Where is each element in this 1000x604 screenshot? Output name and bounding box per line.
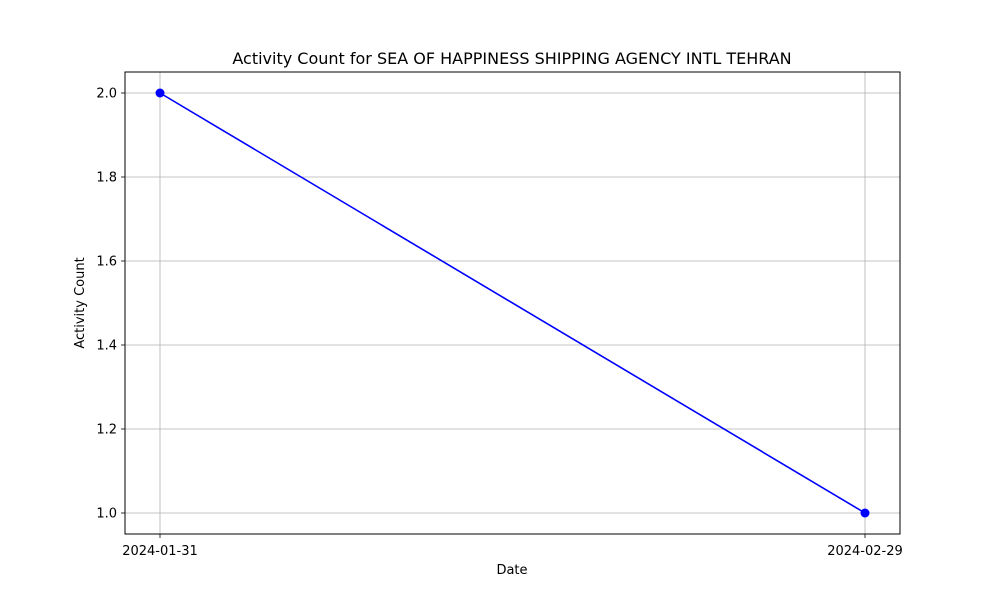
data-point-marker	[155, 88, 165, 98]
series-layer	[155, 88, 870, 518]
y-tick-label: 1.8	[96, 171, 117, 186]
y-tick-label: 1.2	[96, 423, 117, 438]
x-axis-label: Date	[496, 563, 527, 578]
y-tick-label: 1.6	[96, 255, 117, 270]
y-tick-label: 2.0	[96, 87, 117, 102]
x-tick-label: 2024-02-29	[827, 544, 903, 559]
data-point-marker	[860, 508, 870, 518]
y-tick-label: 1.0	[96, 507, 117, 522]
series-line	[159, 92, 866, 514]
ticks-layer: 1.0 1.2 1.4 1.6 1.8 2.0 2024-01-31 2024-02-29	[96, 87, 902, 560]
grid-layer	[125, 72, 900, 534]
y-axis-label: Activity Count	[73, 257, 88, 348]
x-tick-label: 2024-01-31	[122, 544, 198, 559]
y-tick-label: 1.4	[96, 339, 117, 354]
plot-frame	[124, 71, 901, 535]
chart-title: Activity Count for SEA OF HAPPINESS SHIP…	[232, 49, 791, 68]
